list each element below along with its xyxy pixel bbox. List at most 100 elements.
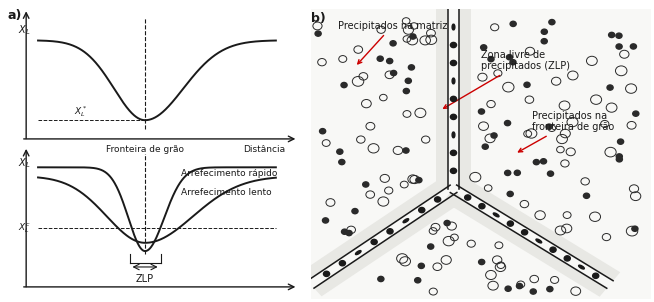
Circle shape <box>479 204 485 209</box>
Circle shape <box>617 139 624 144</box>
Circle shape <box>616 33 622 38</box>
Polygon shape <box>459 9 471 189</box>
Circle shape <box>419 263 424 268</box>
Circle shape <box>341 82 347 88</box>
Circle shape <box>479 109 485 114</box>
Circle shape <box>550 247 556 252</box>
Circle shape <box>408 65 415 70</box>
Circle shape <box>363 182 369 187</box>
Circle shape <box>337 149 343 154</box>
Polygon shape <box>300 177 450 281</box>
Text: Zona livre de
precipitados (ZLP): Zona livre de precipitados (ZLP) <box>443 50 570 108</box>
Circle shape <box>510 21 516 27</box>
Circle shape <box>541 39 547 44</box>
Ellipse shape <box>452 24 455 30</box>
Text: $X_L$: $X_L$ <box>18 156 31 170</box>
Circle shape <box>410 34 416 39</box>
Circle shape <box>451 114 456 120</box>
Text: $X_L$: $X_L$ <box>18 24 31 37</box>
Circle shape <box>616 44 622 49</box>
Circle shape <box>390 41 396 46</box>
Circle shape <box>387 58 393 64</box>
Circle shape <box>609 32 615 37</box>
Circle shape <box>564 256 570 261</box>
Circle shape <box>508 221 513 226</box>
Circle shape <box>505 170 511 175</box>
Polygon shape <box>436 9 448 189</box>
Circle shape <box>542 29 547 34</box>
Circle shape <box>451 96 456 101</box>
Polygon shape <box>311 9 651 299</box>
Circle shape <box>339 261 345 266</box>
Circle shape <box>324 271 330 276</box>
Ellipse shape <box>493 213 499 217</box>
Circle shape <box>371 239 377 245</box>
Ellipse shape <box>579 265 584 269</box>
Circle shape <box>521 230 528 235</box>
Circle shape <box>444 220 450 226</box>
Text: b): b) <box>311 12 326 25</box>
Text: Arrefecimento rápido: Arrefecimento rápido <box>181 169 277 178</box>
Circle shape <box>504 120 511 126</box>
Text: Distância: Distância <box>243 145 285 154</box>
Ellipse shape <box>536 239 542 243</box>
Text: Precipitados na
fronteira de grão: Precipitados na fronteira de grão <box>519 111 614 152</box>
Circle shape <box>524 82 530 87</box>
Circle shape <box>607 85 613 90</box>
Circle shape <box>549 20 555 25</box>
Circle shape <box>451 150 456 156</box>
Circle shape <box>514 170 521 175</box>
Circle shape <box>387 229 393 234</box>
Text: ZLP: ZLP <box>136 274 154 284</box>
Ellipse shape <box>356 251 361 255</box>
Circle shape <box>464 195 471 200</box>
Text: a): a) <box>8 9 22 22</box>
Circle shape <box>510 59 516 65</box>
Circle shape <box>320 129 326 134</box>
Circle shape <box>533 159 540 165</box>
Text: Precipitados na matriz: Precipitados na matriz <box>338 21 447 64</box>
Polygon shape <box>314 192 464 296</box>
Ellipse shape <box>452 78 455 84</box>
Circle shape <box>506 55 513 60</box>
Circle shape <box>416 178 422 183</box>
Circle shape <box>491 133 497 138</box>
Circle shape <box>341 229 348 234</box>
Circle shape <box>403 148 409 153</box>
Text: $X_L^*$: $X_L^*$ <box>74 104 87 119</box>
Circle shape <box>540 159 547 164</box>
Text: $X_L^c$: $X_L^c$ <box>18 221 31 235</box>
Circle shape <box>390 70 397 76</box>
Circle shape <box>322 218 328 223</box>
Ellipse shape <box>403 219 409 223</box>
Circle shape <box>632 226 638 231</box>
Circle shape <box>482 144 489 149</box>
Circle shape <box>481 45 487 50</box>
Circle shape <box>405 78 411 83</box>
Circle shape <box>428 244 434 249</box>
Circle shape <box>547 171 553 176</box>
Circle shape <box>451 168 456 173</box>
Circle shape <box>546 124 552 129</box>
Circle shape <box>505 286 511 291</box>
Circle shape <box>616 154 623 159</box>
Circle shape <box>339 159 345 165</box>
Circle shape <box>451 60 456 66</box>
Circle shape <box>315 31 321 36</box>
Circle shape <box>378 276 384 281</box>
Polygon shape <box>456 177 620 281</box>
Ellipse shape <box>452 132 455 138</box>
Circle shape <box>352 208 358 214</box>
Circle shape <box>488 56 494 62</box>
Circle shape <box>451 42 456 48</box>
Circle shape <box>404 88 409 94</box>
Circle shape <box>419 207 425 213</box>
Circle shape <box>377 56 383 61</box>
Text: Fronteira de grão: Fronteira de grão <box>106 145 184 154</box>
Circle shape <box>547 287 553 292</box>
Circle shape <box>616 157 623 162</box>
Polygon shape <box>443 193 607 297</box>
Circle shape <box>530 289 536 294</box>
Circle shape <box>507 191 513 197</box>
Text: Arrefecimento lento: Arrefecimento lento <box>181 188 271 197</box>
